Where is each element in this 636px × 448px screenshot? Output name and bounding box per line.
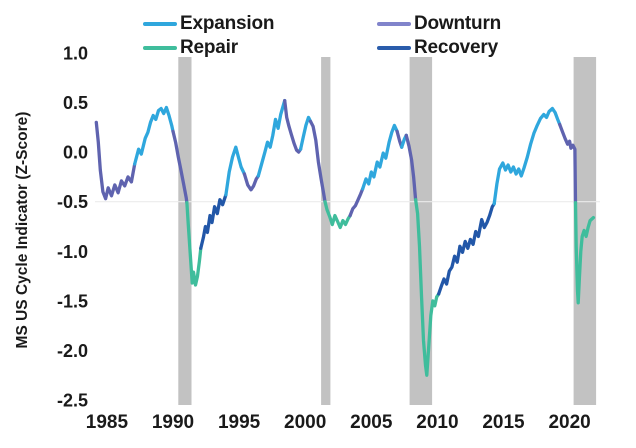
series-segment-repair	[323, 200, 352, 230]
y-tick-label: -2.5	[57, 391, 88, 411]
legend-swatch-repair	[143, 45, 177, 51]
legend-label-repair: Repair	[180, 37, 238, 58]
y-tick-label: -0.5	[57, 192, 88, 212]
recession-band	[409, 57, 433, 405]
series-segment-expansion	[298, 115, 313, 151]
series-segment-expansion	[224, 145, 247, 197]
series-segment-repair	[413, 198, 441, 377]
legend-item-downturn: Downturn	[377, 13, 501, 35]
legend-swatch-downturn	[377, 21, 411, 27]
x-tick-label: 2000	[284, 412, 326, 433]
legend-label-expansion: Expansion	[180, 13, 275, 34]
legend-swatch-expansion	[143, 21, 177, 27]
series-segment-expansion	[492, 106, 562, 206]
y-axis-label: MS US Cycle Indicator (Z-Score)	[14, 111, 31, 349]
legend-label-recovery: Recovery	[414, 37, 498, 58]
series-segment-repair	[573, 201, 596, 305]
y-tick-label: 0.5	[63, 93, 88, 113]
series-segment-downturn	[94, 120, 137, 201]
legend-label-downturn: Downturn	[414, 13, 502, 34]
x-tick-label: 1990	[152, 412, 194, 433]
y-tick-label: 0.0	[63, 143, 88, 163]
series-segment-downturn	[283, 98, 303, 154]
x-tick-label: 2010	[416, 412, 458, 433]
y-tick-label: -1.5	[57, 291, 88, 311]
recession-band	[178, 57, 192, 405]
series-segment-downturn	[171, 129, 189, 205]
legend-item-recovery: Recovery	[377, 37, 498, 59]
x-tick-label: 2005	[350, 412, 393, 433]
recession-band	[321, 57, 331, 405]
series-segment-downturn	[348, 187, 365, 218]
series-segment-recovery	[437, 202, 496, 296]
series-segment-expansion	[133, 105, 175, 166]
x-tick-label: 1995	[218, 412, 261, 433]
legend-swatch-recovery	[377, 45, 411, 51]
series-segment-downturn	[558, 122, 578, 205]
x-tick-label: 2015	[482, 412, 525, 433]
x-tick-label: 1985	[86, 412, 129, 433]
y-tick-label: 1.0	[63, 44, 88, 64]
legend-item-repair: Repair	[143, 37, 238, 59]
series-segment-downturn	[242, 172, 260, 192]
x-tick-label: 2020	[548, 412, 590, 433]
legend-item-expansion: Expansion	[143, 13, 274, 35]
y-tick-label: -1.0	[57, 242, 88, 262]
y-tick-label: -2.0	[57, 341, 88, 361]
series-segment-downturn	[308, 119, 327, 204]
series-segment-expansion	[361, 123, 399, 191]
series-segment-recovery	[199, 193, 228, 250]
series-segment-downturn	[404, 133, 418, 202]
series-segment-expansion	[256, 98, 287, 178]
series-segment-repair	[185, 201, 203, 287]
